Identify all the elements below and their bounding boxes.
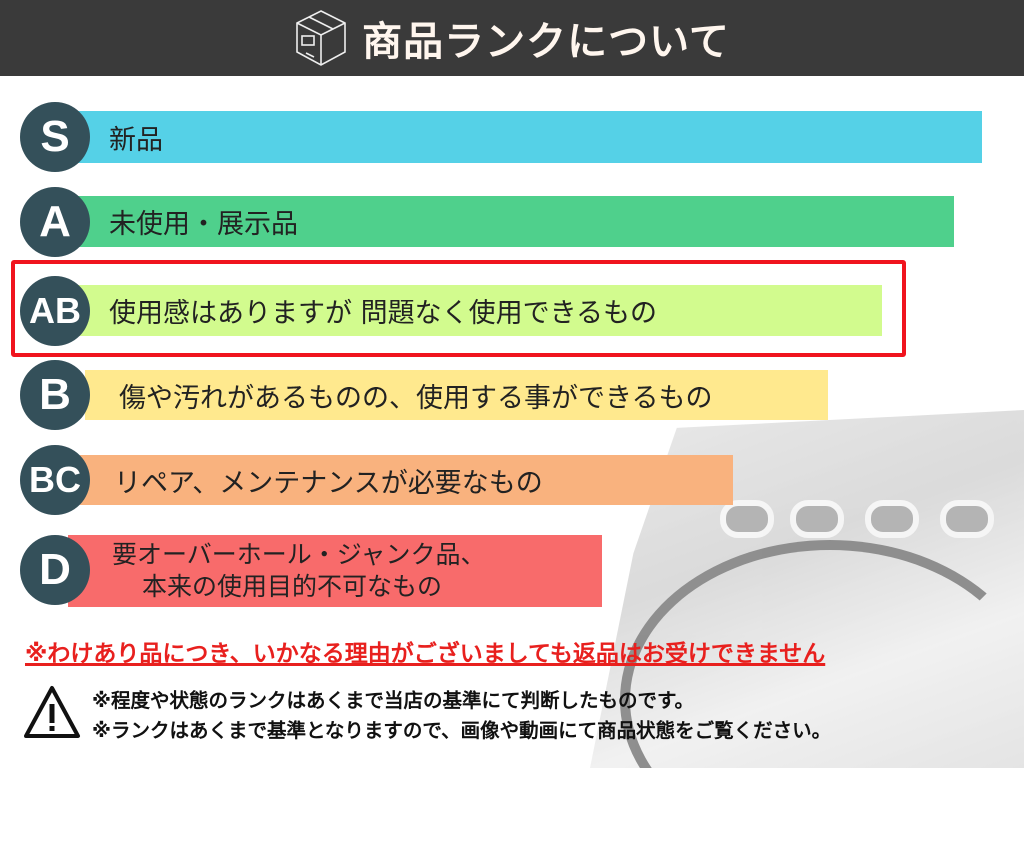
rank-badge: B — [20, 360, 90, 430]
rank-label: 傷や汚れがあるものの、使用する事ができるもの — [119, 382, 713, 414]
rank-bar: 要オーバーホール・ジャンク品、本来の使用目的不可なもの — [68, 535, 602, 607]
rank-label: 新品 — [109, 124, 163, 156]
no-return-notice: ※わけあり品につき、いかなる理由がございましても返品はお受けできません — [25, 641, 826, 667]
rank-bar: 使用感はありますが 問題なく使用できるもの — [75, 285, 882, 336]
rank-badge: BC — [20, 445, 90, 515]
rank-bar: 傷や汚れがあるものの、使用する事ができるもの — [85, 370, 828, 420]
rank-label: 未使用・展示品 — [109, 209, 298, 240]
warning-icon — [24, 686, 80, 738]
header: 商品ランクについて — [0, 0, 1024, 76]
rank-bar: 未使用・展示品 — [75, 196, 954, 247]
warning-line-2: ※ランクはあくまで基準となりますので、画像や動画にて商品状態をご覧ください。 — [92, 719, 832, 742]
rank-label-line-2: 本来の使用目的不可なもの — [142, 572, 443, 601]
highlight-box — [11, 260, 906, 357]
rank-label: 使用感はありますが 問題なく使用できるもの — [109, 298, 658, 329]
box-icon — [296, 10, 346, 66]
warning-line-1: ※程度や状態のランクはあくまで当店の基準にて判断したものです。 — [92, 689, 695, 712]
rank-bar: 新品 — [75, 111, 982, 163]
rank-bar: リペア、メンテナンスが必要なもの — [80, 455, 733, 505]
rank-badge: D — [20, 535, 90, 605]
rank-badge: S — [20, 102, 90, 172]
page-title: 商品ランクについて — [362, 19, 730, 65]
rank-badge: AB — [20, 276, 90, 346]
rank-badge: A — [20, 187, 90, 257]
rank-label: リペア、メンテナンスが必要なもの — [114, 467, 543, 499]
rank-label: 要オーバーホール・ジャンク品、 — [112, 540, 486, 569]
